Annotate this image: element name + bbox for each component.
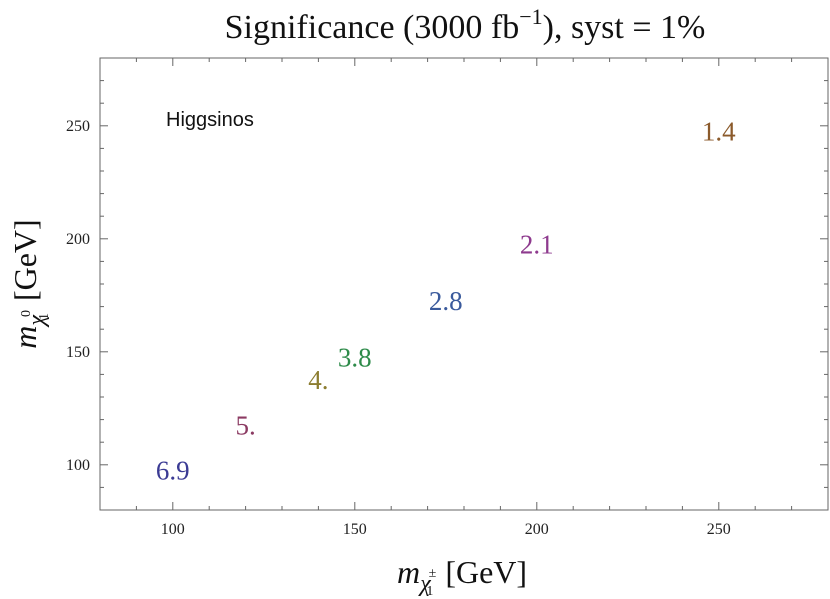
y-tick-label: 100 [66, 457, 90, 474]
significance-value-label: 2.1 [520, 229, 554, 259]
y-tick-label: 150 [66, 344, 90, 361]
chart-title: Significance (3000 fb−1), syst = 1% [225, 4, 706, 46]
axis-ticks [100, 58, 828, 510]
annotation-higgsinos: Higgsinos [166, 109, 254, 131]
y-tick-label: 250 [66, 118, 90, 135]
title-superscript: −1 [519, 4, 542, 29]
significance-value-label: 4. [308, 365, 328, 395]
y-tick-label: 200 [66, 231, 90, 248]
y-axis-label: mχ0 1[GeV] [7, 219, 52, 348]
axis-tick-labels: 100 150 200 250 100 150 200 250 [66, 118, 731, 538]
x-tick-label: 100 [161, 521, 185, 538]
significance-value-label: 5. [235, 410, 255, 440]
x-axis-label: mχ± 1[GeV] [397, 554, 527, 599]
x-tick-label: 250 [707, 521, 731, 538]
significance-value-label: 1.4 [702, 116, 736, 146]
significance-value-label: 3.8 [338, 342, 372, 372]
significance-value-label: 6.9 [156, 455, 190, 485]
data-point-labels: 6.9 5. 4. 3.8 2.8 2.1 1.4 [156, 116, 736, 485]
significance-value-label: 2.8 [429, 286, 463, 316]
x-tick-label: 200 [525, 521, 549, 538]
x-tick-label: 150 [343, 521, 367, 538]
